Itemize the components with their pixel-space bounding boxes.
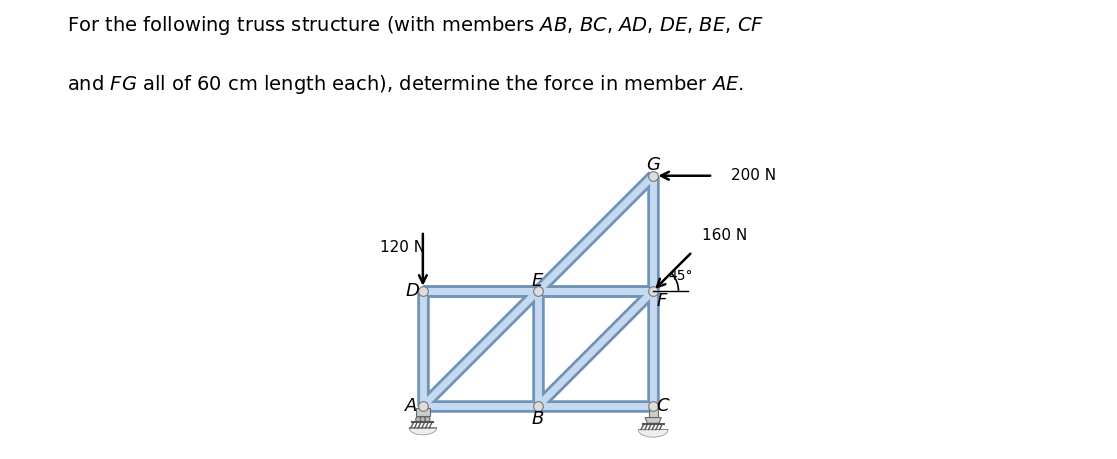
Circle shape [424,417,430,422]
Text: $B$: $B$ [532,410,545,428]
Polygon shape [638,430,668,437]
Text: $E$: $E$ [532,272,545,290]
Polygon shape [649,409,658,418]
Text: $A$: $A$ [404,397,419,415]
Text: 120 N: 120 N [380,240,424,255]
Text: $F$: $F$ [656,292,669,310]
Text: For the following truss structure (with members $AB$, $BC$, $AD$, $DE$, $BE$, $C: For the following truss structure (with … [67,14,764,37]
Text: $G$: $G$ [646,157,660,174]
Text: 160 N: 160 N [701,228,747,243]
Polygon shape [416,409,430,416]
Circle shape [416,417,421,422]
Text: $D$: $D$ [405,282,420,300]
Text: 200 N: 200 N [732,168,776,183]
Polygon shape [646,418,661,423]
Circle shape [420,417,426,422]
Text: 45°: 45° [668,269,693,283]
Text: $C$: $C$ [657,397,671,415]
Polygon shape [409,428,437,435]
Text: and $FG$ all of 60 cm length each), determine the force in member $AE$.: and $FG$ all of 60 cm length each), dete… [67,73,744,96]
